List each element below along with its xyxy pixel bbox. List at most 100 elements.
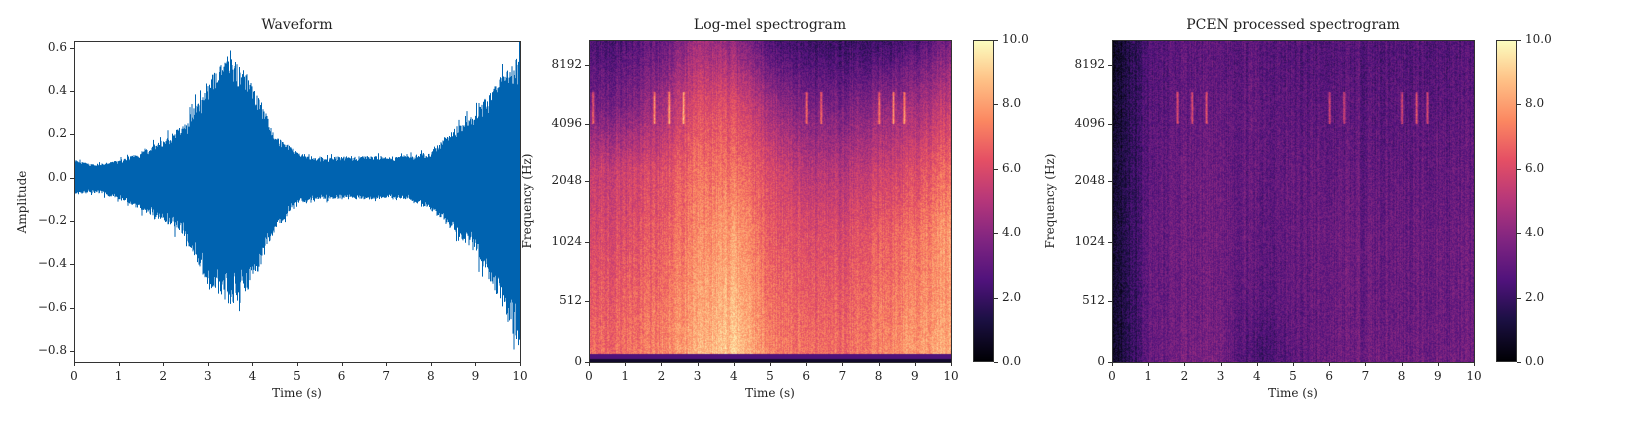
x-tick (1293, 362, 1294, 366)
x-tick-label: 6 (1325, 369, 1334, 383)
x-tick-label: 7 (838, 369, 847, 383)
x-tick (341, 362, 343, 366)
y-tick-label: 0.0 (47, 169, 67, 184)
x-tick (661, 362, 663, 366)
log-mel-spectrogram (589, 40, 951, 362)
y-tick (70, 90, 74, 92)
y-tick (70, 351, 74, 353)
y-tick (70, 177, 74, 179)
x-tick (1256, 362, 1258, 366)
colorbar-tick-label: 6.0 (1525, 160, 1545, 175)
colorbar-tick (994, 40, 998, 41)
y-tick (1108, 362, 1112, 363)
colorbar-tick (1517, 233, 1521, 235)
x-tick-label: 9 (910, 369, 919, 383)
y-tick-label: 2048 (1074, 173, 1105, 187)
x-tick-label: 8 (426, 369, 435, 383)
x-tick (1184, 362, 1186, 366)
x-tick-label: 4 (1252, 369, 1261, 383)
y-tick (585, 124, 589, 125)
x-tick-label: 4 (248, 369, 257, 383)
x-tick-label: 7 (1361, 369, 1370, 383)
x-tick (297, 362, 298, 366)
plot-frame (74, 41, 521, 363)
x-tick-label: 5 (1289, 369, 1297, 383)
x-tick (1437, 362, 1439, 366)
x-axis-label: Time (s) (1268, 386, 1318, 400)
y-tick (1108, 301, 1112, 302)
y-tick-label: −0.2 (37, 213, 67, 228)
colorbar (1496, 40, 1517, 362)
pcen-spectrogram (1112, 40, 1474, 362)
y-tick-label: 1024 (551, 234, 582, 248)
x-tick (914, 362, 916, 366)
y-tick (585, 65, 589, 66)
y-tick-label: −0.4 (37, 256, 67, 271)
x-tick (163, 362, 165, 366)
y-axis-label: Amplitude (15, 170, 29, 233)
colorbar-tick (994, 362, 998, 363)
y-tick-label: 0.6 (47, 39, 67, 54)
colorbar-tick (1517, 362, 1521, 363)
x-tick (1112, 362, 1113, 366)
colorbar-tick-label: 2.0 (1002, 289, 1022, 304)
x-tick (520, 362, 521, 366)
x-tick-label: 6 (802, 369, 811, 383)
x-tick-label: 4 (729, 369, 738, 383)
x-tick-label: 0 (70, 369, 78, 383)
x-tick (252, 362, 254, 366)
waveform-plot (74, 41, 520, 350)
x-tick-label: 10 (943, 369, 959, 383)
y-tick (585, 242, 589, 243)
colorbar-tick (994, 104, 998, 106)
colorbar-tick-label: 2.0 (1525, 289, 1545, 304)
x-tick-label: 5 (293, 369, 301, 383)
x-tick (386, 362, 388, 366)
x-tick (475, 362, 477, 366)
x-tick (1329, 362, 1331, 366)
x-tick-label: 1 (114, 369, 123, 383)
x-tick (770, 362, 771, 366)
x-tick (806, 362, 808, 366)
x-tick-label: 2 (657, 369, 666, 383)
y-axis-label: Frequency (Hz) (1043, 153, 1057, 249)
x-tick-label: 3 (693, 369, 702, 383)
y-tick (1108, 181, 1112, 182)
y-tick-label: 0.2 (47, 126, 67, 141)
x-tick-label: 1 (1144, 369, 1153, 383)
y-tick-label: 4096 (551, 116, 582, 130)
colorbar-tick (1517, 104, 1521, 106)
x-axis-label: Time (s) (272, 386, 322, 400)
x-tick-label: 0 (1108, 369, 1116, 383)
colorbar-tick (1517, 40, 1521, 41)
colorbar-tick-label: 4.0 (1002, 225, 1022, 240)
plot-frame (1112, 40, 1475, 363)
y-tick-label: 1024 (1074, 234, 1105, 248)
x-tick (430, 362, 432, 366)
colorbar-tick-label: 8.0 (1525, 96, 1545, 111)
y-tick-label: −0.6 (37, 299, 67, 314)
chart-title: PCEN processed spectrogram (1186, 17, 1400, 33)
y-tick-label: −0.8 (37, 343, 67, 358)
y-tick (70, 221, 74, 223)
y-tick (70, 47, 74, 49)
y-tick (1108, 65, 1112, 66)
colorbar-tick-label: 10.0 (1525, 32, 1552, 46)
x-tick-label: 2 (159, 369, 168, 383)
colorbar-tick (1517, 297, 1521, 299)
y-tick (585, 362, 589, 363)
y-tick-label: 0 (1097, 354, 1105, 368)
y-tick (1108, 124, 1112, 125)
x-tick (1474, 362, 1475, 366)
x-tick-label: 2 (1180, 369, 1189, 383)
y-tick (585, 301, 589, 302)
colorbar-tick-label: 4.0 (1525, 225, 1545, 240)
x-tick (625, 362, 627, 366)
x-tick (589, 362, 590, 366)
y-tick-label: 2048 (551, 173, 582, 187)
x-tick-label: 7 (382, 369, 391, 383)
colorbar-tick-label: 0.0 (1002, 354, 1022, 368)
x-tick-label: 3 (1216, 369, 1225, 383)
y-tick-label: 8192 (551, 57, 582, 71)
y-axis-label: Frequency (Hz) (520, 153, 534, 249)
